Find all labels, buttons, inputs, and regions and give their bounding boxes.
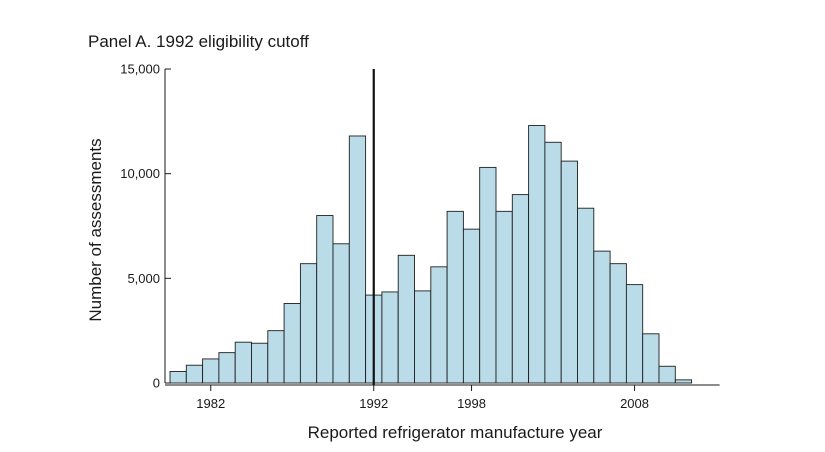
x-tick-label: 1992 [359, 396, 388, 411]
bar-1980 [169, 371, 187, 384]
bars-group [169, 125, 693, 384]
bar-1995 [414, 290, 432, 384]
bar-1983 [218, 352, 236, 384]
bar-1993 [381, 291, 399, 384]
y-tick-label: 15,000 [120, 62, 160, 77]
x-tick-label: 1998 [457, 396, 486, 411]
panel-title: Panel A. 1992 eligibility cutoff [88, 32, 309, 51]
bar-1986 [267, 330, 285, 384]
bar-2004 [560, 160, 578, 384]
x-tick-label: 2008 [620, 396, 649, 411]
bar-2002 [528, 125, 546, 384]
y-tick-label: 5,000 [127, 271, 160, 286]
bar-1994 [397, 254, 415, 384]
bar-1990 [332, 243, 350, 384]
bar-1991 [348, 135, 367, 384]
x-axis-label: Reported refrigerator manufacture year [308, 423, 603, 442]
bar-2000 [495, 210, 513, 384]
bar-1988 [299, 263, 318, 384]
y-axis-label: Number of assessments [86, 138, 105, 321]
bar-1989 [316, 215, 334, 384]
y-tick-label: 0 [153, 376, 160, 391]
bar-2006 [593, 250, 611, 384]
bar-1998 [462, 228, 481, 384]
bar-1987 [283, 303, 301, 384]
bar-1997 [446, 210, 464, 384]
bar-2008 [625, 284, 644, 384]
bar-2009 [642, 333, 660, 384]
bar-2001 [511, 194, 530, 384]
bar-1999 [479, 166, 497, 384]
bar-1981 [185, 364, 204, 384]
bar-1985 [251, 342, 269, 384]
bar-1984 [234, 341, 252, 384]
y-tick-label: 10,000 [120, 166, 160, 181]
bar-2007 [609, 263, 627, 384]
axes-group: 0 5,000 10,000 15,000 1982 1992 1998 2008 [120, 62, 720, 411]
bar-2005 [577, 207, 595, 384]
bar-2010 [658, 365, 676, 384]
bar-2011 [674, 379, 693, 384]
bar-2003 [544, 141, 562, 384]
bar-1996 [430, 266, 448, 384]
x-tick-label: 1982 [196, 396, 225, 411]
bar-1982 [202, 358, 220, 384]
